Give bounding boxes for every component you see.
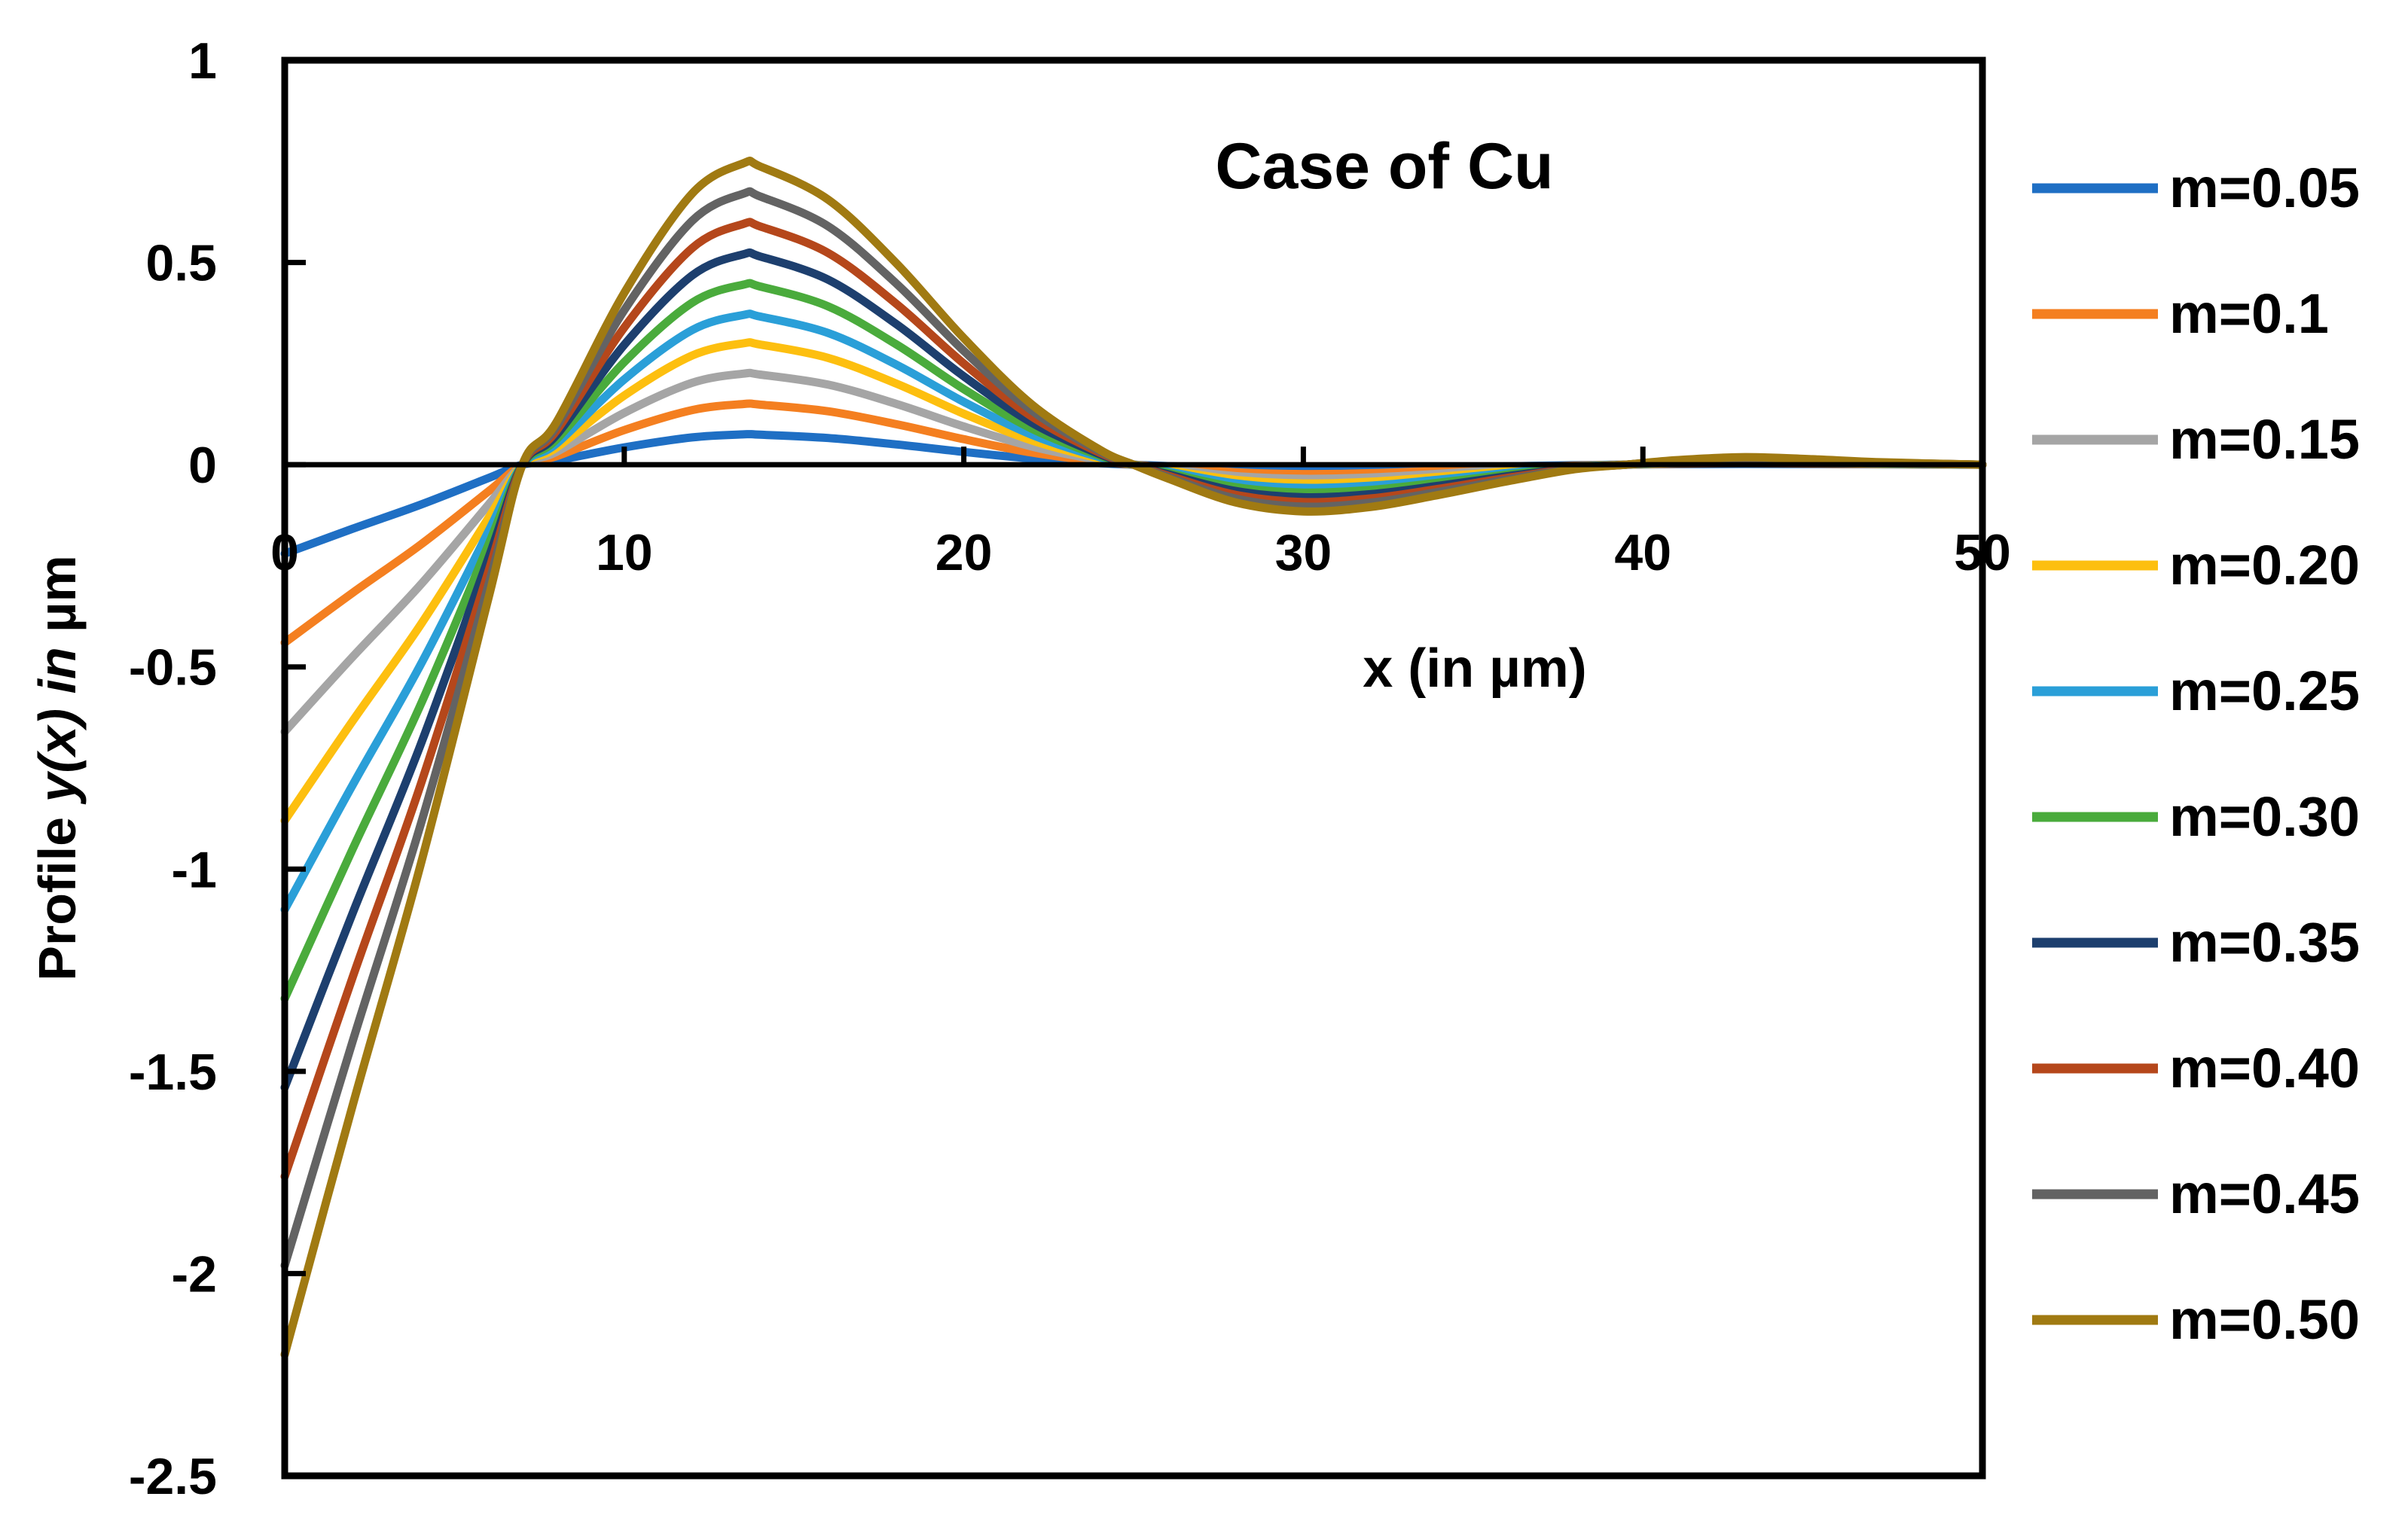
series-line-m=0.15 [280,368,1987,736]
y-axis-label-part: Profile [28,802,87,980]
x-tick-labels: 0 10 20 30 40 50 [270,524,2011,581]
y-axis-label-italic: y(x) [28,709,87,804]
x-tick-label: 50 [1954,524,2011,581]
y-tick-label: -2.5 [129,1448,217,1505]
series-line-m=0.40 [280,218,1987,1181]
y-tick-label: 0 [188,437,217,494]
legend-label: m=0.45 [2169,1163,2360,1225]
plot-frame [281,56,1986,1480]
y-tick-label: -1 [172,841,217,898]
y-axis-label: Profile y(x) in µm [28,555,87,980]
legend: m=0.05 m=0.1 m=0.15 m=0.20 m=0.25 m=0.30 m=0.3… [2032,157,2360,1351]
legend-label: m=0.15 [2169,408,2360,471]
legend-label: m=0.20 [2169,534,2360,596]
y-axis-label-italic: in [28,647,87,709]
y-tick-label: 0.5 [145,235,217,292]
y-tick-label: -2 [172,1245,217,1303]
y-tick-label: 1 [188,32,217,90]
legend-label: m=0.30 [2169,785,2360,848]
series-line-m=0.25 [280,309,1987,914]
x-tick-label: 40 [1614,524,1671,581]
series-line-m=0.35 [280,248,1987,1092]
series-layer [280,157,1987,1359]
y-tick-label: -1.5 [129,1044,217,1101]
x-tick-label: 30 [1275,524,1332,581]
chart-title: Case of Cu [1215,130,1553,203]
series-line-m=0.30 [280,279,1987,1003]
x-tick-label: 0 [270,524,299,581]
x-tick-label: 10 [596,524,653,581]
legend-label: m=0.05 [2169,157,2360,219]
x-tick-label: 20 [935,524,993,581]
series-line-m=0.20 [280,338,1987,825]
legend-label: m=0.25 [2169,660,2360,722]
series-line-m=0.45 [280,187,1987,1270]
legend-label: m=0.40 [2169,1037,2360,1099]
series-line-m=0.50 [280,157,1987,1359]
legend-label: m=0.35 [2169,911,2360,974]
y-tick-label: -0.5 [129,639,217,696]
y-axis-label-part: µm [28,555,87,647]
legend-label: m=0.50 [2169,1288,2360,1351]
y-tick-labels: 1 0.5 0 -0.5 -1 -1.5 -2 -2.5 [129,32,217,1505]
legend-label: m=0.1 [2169,282,2329,345]
x-axis-label: x (in µm) [1363,639,1587,699]
